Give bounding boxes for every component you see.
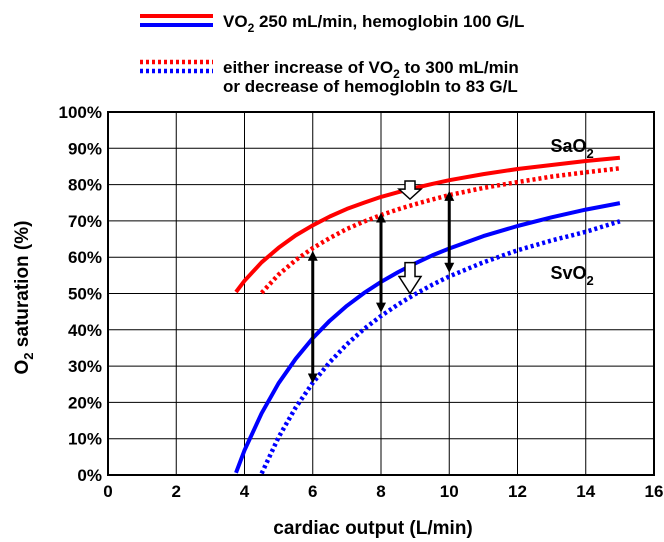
y-tick-label: 50% [68,285,102,304]
y-tick-label: 20% [68,393,102,412]
red-dotted-series-line [259,166,621,295]
legend-label-text: either increase of VO [223,58,393,77]
hollow-down-arrow [397,261,423,295]
legend-label-subscript: 2 [248,21,255,35]
axis-titles: cardiac output (L/min)O2 saturation (%) [12,221,473,539]
axis-ticks: 0 2 4 6 8 10 12 14 16 0% 10% 20% 30% 40% 50% 60% 70% 80% 9… [59,103,664,501]
legend-label-text: 250 mL/min, hemoglobin 100 G/L [254,12,524,31]
x-tick-label: 4 [240,482,250,501]
blue-dotted-series-line [259,219,621,475]
legend-label: either increase of VO2 to 300 mL/min [223,58,519,81]
y-tick-label: 70% [68,212,102,231]
curve-label-text: SvO [550,263,586,283]
x-tick-label: 16 [645,482,664,501]
legend-label-text: VO [223,12,248,31]
legend-label: or decrease of hemoglobIn to 83 G/L [223,77,518,96]
y-tick-label: 100% [59,103,102,122]
blue-solid-series-line [234,201,621,474]
x-tick-label: 6 [308,482,317,501]
x-tick-label: 10 [440,482,459,501]
x-tick-label: 0 [103,482,112,501]
y-tick-label: 80% [68,176,102,195]
y-tick-label: 0% [77,466,102,485]
y-axis-title-subscript: 2 [21,352,36,359]
red-solid-series-line [234,155,621,294]
curve-label: SaO2 [550,136,593,161]
plot-frame [107,111,655,476]
x-tick-label: 14 [576,482,595,501]
y-tick-label: 90% [68,139,102,158]
x-axis-title: cardiac output (L/min) [273,518,473,539]
curve-label-subscript: 2 [586,146,593,161]
legend: VO2 250 mL/min, hemoglobin 100 G/Leither… [140,12,524,96]
x-tick-label: 2 [172,482,181,501]
y-axis-title: O2 saturation (%) [12,221,36,375]
curve-label-text: SaO [550,136,586,156]
y-tick-label: 10% [68,430,102,449]
y-tick-label: 60% [68,248,102,267]
x-tick-label: 8 [376,482,385,501]
series-layer [234,155,621,475]
legend-label-subscript: 2 [393,67,400,81]
annotations [307,180,455,384]
legend-label: VO2 250 mL/min, hemoglobin 100 G/L [223,12,524,35]
legend-label-text: to 300 mL/min [400,58,519,77]
y-axis-title-text: O [12,360,33,375]
y-axis-title-text: saturation (%) [12,221,33,353]
curve-label: SvO2 [550,263,593,288]
y-tick-label: 40% [68,321,102,340]
hollow-down-arrow [397,180,423,201]
x-tick-label: 12 [508,482,527,501]
curve-label-subscript: 2 [586,273,593,288]
y-tick-label: 30% [68,357,102,376]
legend-label-text: or decrease of hemoglobIn to 83 G/L [223,77,518,96]
